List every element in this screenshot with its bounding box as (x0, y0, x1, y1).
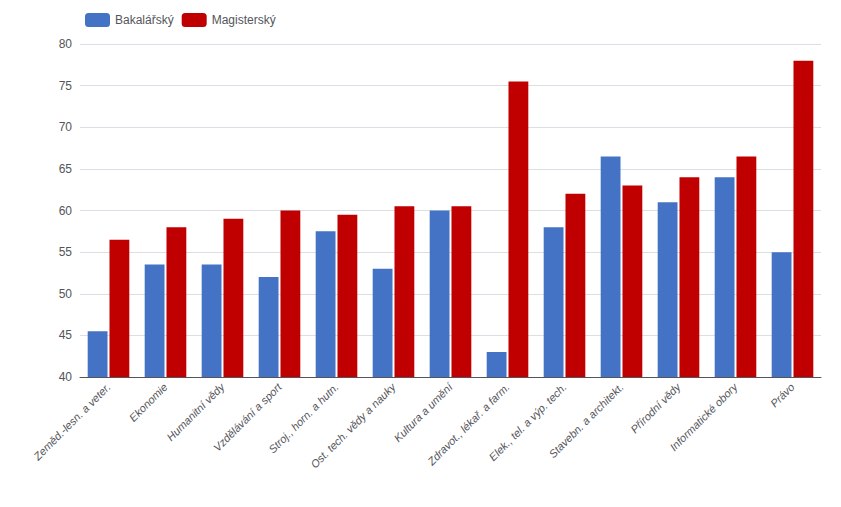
svg-text:50: 50 (59, 287, 73, 301)
svg-text:Ekonomie: Ekonomie (127, 381, 170, 424)
svg-text:Kultura a umění: Kultura a umění (391, 380, 455, 444)
svg-text:Humanitní vědy: Humanitní vědy (164, 380, 228, 444)
svg-text:Stavebn. a architekt.: Stavebn. a architekt. (546, 381, 625, 460)
svg-text:Vzdělávání a sport: Vzdělávání a sport (210, 380, 284, 454)
svg-text:75: 75 (59, 79, 73, 93)
svg-text:Zdravot., lékař. a farm.: Zdravot., lékař. a farm. (425, 380, 512, 468)
svg-text:Elek., tel. a výp. tech.: Elek., tel. a výp. tech. (486, 380, 569, 464)
svg-text:Magisterský: Magisterský (212, 13, 276, 27)
svg-text:70: 70 (59, 120, 73, 134)
svg-text:Stroj., horn. a hutn.: Stroj., horn. a hutn. (266, 380, 341, 456)
svg-text:Ost. tech. vědy a nauky: Ost. tech. vědy a nauky (308, 380, 399, 471)
svg-text:Bakalářský: Bakalářský (115, 13, 174, 27)
svg-text:Zeměd.-lesn. a veter.: Zeměd.-lesn. a veter. (30, 381, 112, 463)
svg-text:60: 60 (59, 204, 73, 218)
svg-text:45: 45 (59, 328, 73, 342)
svg-text:55: 55 (59, 245, 73, 259)
svg-text:65: 65 (59, 162, 73, 176)
svg-text:40: 40 (59, 370, 73, 384)
svg-text:80: 80 (59, 37, 73, 51)
svg-text:Přírodní vědy: Přírodní vědy (628, 380, 684, 436)
svg-text:Informatické obory: Informatické obory (667, 380, 740, 453)
svg-text:Právo: Právo (768, 381, 797, 410)
